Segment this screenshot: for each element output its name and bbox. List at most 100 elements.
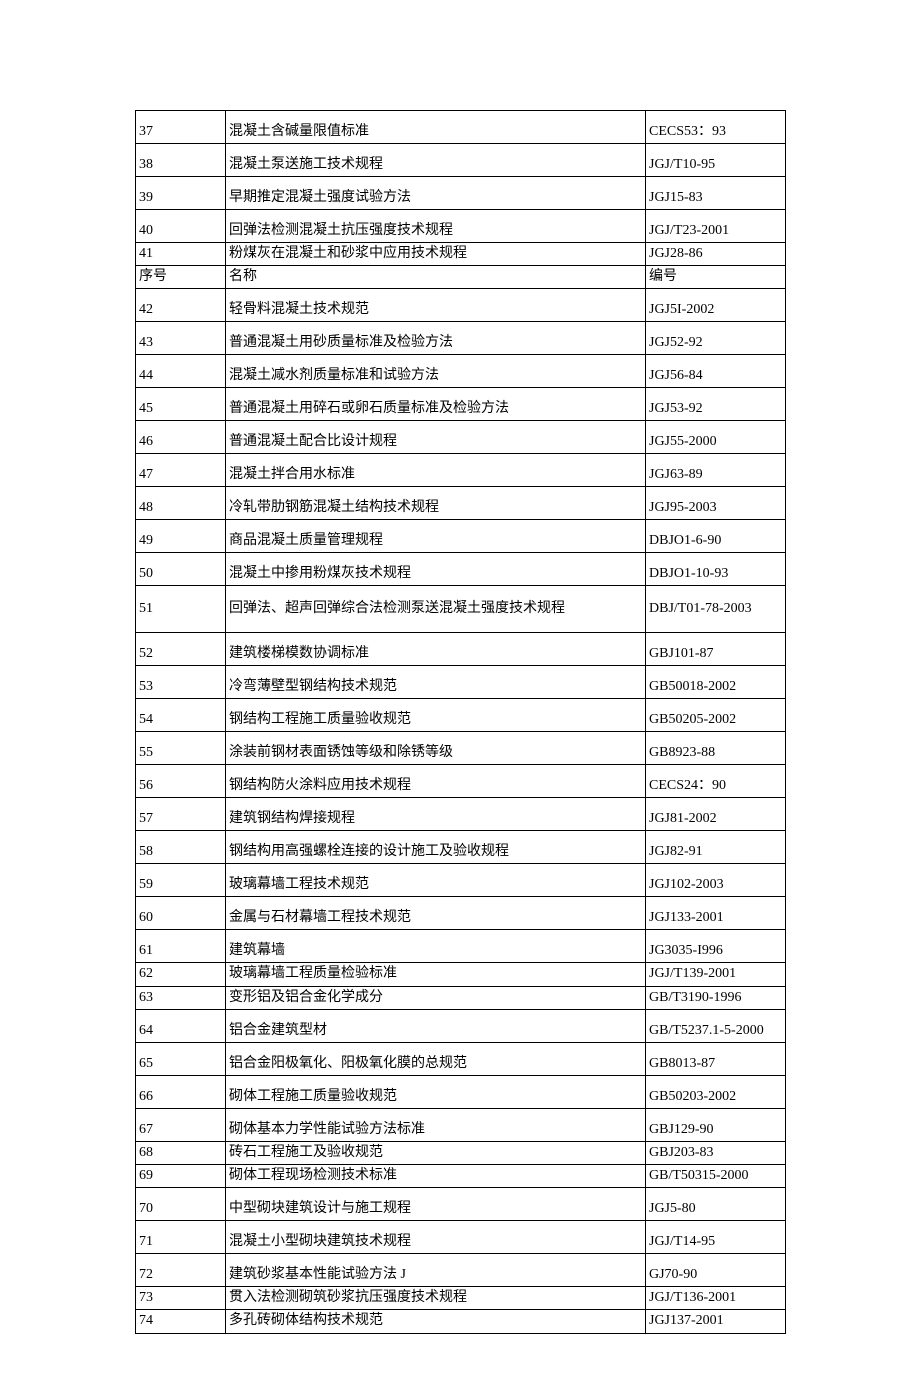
cell-number: 56 bbox=[136, 765, 226, 798]
cell-standard-name: 钢结构工程施工质量验收规范 bbox=[226, 699, 646, 732]
cell-number: 61 bbox=[136, 930, 226, 963]
cell-number: 67 bbox=[136, 1108, 226, 1141]
cell-number: 38 bbox=[136, 144, 226, 177]
cell-code: GB8013-87 bbox=[646, 1042, 786, 1075]
cell-number: 41 bbox=[136, 243, 226, 266]
standards-table: 37混凝土含碱量限值标准CECS53：9338混凝土泵送施工技术规程JGJ/T1… bbox=[135, 110, 786, 1334]
cell-number: 42 bbox=[136, 289, 226, 322]
cell-standard-name: 混凝土小型砌块建筑技术规程 bbox=[226, 1221, 646, 1254]
cell-standard-name: 砌体工程施工质量验收规范 bbox=[226, 1075, 646, 1108]
cell-standard-name: 混凝土中掺用粉煤灰技术规程 bbox=[226, 553, 646, 586]
cell-number: 37 bbox=[136, 111, 226, 144]
cell-standard-name: 玻璃幕墙工程质量检验标准 bbox=[226, 963, 646, 986]
table-row: 49商品混凝土质量管理规程DBJO1-6-90 bbox=[136, 520, 786, 553]
cell-number: 55 bbox=[136, 732, 226, 765]
cell-standard-name: 钢结构防火涂料应用技术规程 bbox=[226, 765, 646, 798]
cell-code: GBJ101-87 bbox=[646, 633, 786, 666]
cell-number: 72 bbox=[136, 1254, 226, 1287]
cell-standard-name: 建筑幕墙 bbox=[226, 930, 646, 963]
cell-standard-name: 涂装前钢材表面锈蚀等级和除锈等级 bbox=[226, 732, 646, 765]
cell-code: JGJ5I-2002 bbox=[646, 289, 786, 322]
table-row: 48冷轧带肋钢筋混凝土结构技术规程JGJ95-2003 bbox=[136, 487, 786, 520]
cell-standard-name: 铝合金阳极氧化、阳极氧化膜的总规范 bbox=[226, 1042, 646, 1075]
cell-standard-name: 变形铝及铝合金化学成分 bbox=[226, 986, 646, 1009]
table-row: 55涂装前钢材表面锈蚀等级和除锈等级GB8923-88 bbox=[136, 732, 786, 765]
cell-code: GBJ129-90 bbox=[646, 1108, 786, 1141]
cell-code: JG3035-I996 bbox=[646, 930, 786, 963]
cell-code: JGJ82-91 bbox=[646, 831, 786, 864]
cell-code: JGJ63-89 bbox=[646, 454, 786, 487]
cell-number: 65 bbox=[136, 1042, 226, 1075]
cell-number: 64 bbox=[136, 1009, 226, 1042]
cell-code: GBJ203-83 bbox=[646, 1141, 786, 1164]
table-row: 74多孔砖砌体结构技术规范JGJ137-2001 bbox=[136, 1310, 786, 1333]
cell-number: 45 bbox=[136, 388, 226, 421]
table-row: 61建筑幕墙JG3035-I996 bbox=[136, 930, 786, 963]
cell-code: DBJO1-10-93 bbox=[646, 553, 786, 586]
table-row: 60金属与石材幕墙工程技术规范JGJ133-2001 bbox=[136, 897, 786, 930]
cell-code: JGJ102-2003 bbox=[646, 864, 786, 897]
table-row: 72建筑砂浆基本性能试验方法 JGJ70-90 bbox=[136, 1254, 786, 1287]
cell-number: 66 bbox=[136, 1075, 226, 1108]
table-row: 40回弹法检测混凝土抗压强度技术规程JGJ/T23-2001 bbox=[136, 210, 786, 243]
table-row: 63变形铝及铝合金化学成分GB/T3190-1996 bbox=[136, 986, 786, 1009]
cell-code: CECS53：93 bbox=[646, 111, 786, 144]
cell-code: JGJ28-86 bbox=[646, 243, 786, 266]
cell-number: 74 bbox=[136, 1310, 226, 1333]
cell-standard-name: 混凝土含碱量限值标准 bbox=[226, 111, 646, 144]
cell-standard-name: 玻璃幕墙工程技术规范 bbox=[226, 864, 646, 897]
cell-standard-name: 砌体工程现场检测技术标准 bbox=[226, 1164, 646, 1187]
cell-number: 47 bbox=[136, 454, 226, 487]
cell-code: JGJ/T10-95 bbox=[646, 144, 786, 177]
table-row: 50混凝土中掺用粉煤灰技术规程DBJO1-10-93 bbox=[136, 553, 786, 586]
page-container: 37混凝土含碱量限值标准CECS53：9338混凝土泵送施工技术规程JGJ/T1… bbox=[0, 0, 920, 1384]
cell-number: 48 bbox=[136, 487, 226, 520]
cell-code: GJ70-90 bbox=[646, 1254, 786, 1287]
cell-code: CECS24：90 bbox=[646, 765, 786, 798]
table-row: 38混凝土泵送施工技术规程JGJ/T10-95 bbox=[136, 144, 786, 177]
table-row: 58钢结构用高强螺栓连接的设计施工及验收规程JGJ82-91 bbox=[136, 831, 786, 864]
table-row: 65铝合金阳极氧化、阳极氧化膜的总规范GB8013-87 bbox=[136, 1042, 786, 1075]
cell-number: 43 bbox=[136, 322, 226, 355]
cell-standard-name: 砖石工程施工及验收规范 bbox=[226, 1141, 646, 1164]
table-row: 67砌体基本力学性能试验方法标准GBJ129-90 bbox=[136, 1108, 786, 1141]
cell-standard-name: 轻骨料混凝土技术规范 bbox=[226, 289, 646, 322]
cell-number: 59 bbox=[136, 864, 226, 897]
cell-number: 49 bbox=[136, 520, 226, 553]
table-row: 45普通混凝土用碎石或卵石质量标准及检验方法JGJ53-92 bbox=[136, 388, 786, 421]
cell-standard-name: 商品混凝土质量管理规程 bbox=[226, 520, 646, 553]
table-row: 68砖石工程施工及验收规范GBJ203-83 bbox=[136, 1141, 786, 1164]
cell-standard-name: 中型砌块建筑设计与施工规程 bbox=[226, 1188, 646, 1221]
cell-standard-name: 早期推定混凝土强度试验方法 bbox=[226, 177, 646, 210]
table-row: 56钢结构防火涂料应用技术规程CECS24：90 bbox=[136, 765, 786, 798]
cell-standard-name: 冷弯薄壁型钢结构技术规范 bbox=[226, 666, 646, 699]
cell-standard-name: 混凝土泵送施工技术规程 bbox=[226, 144, 646, 177]
cell-standard-name: 建筑楼梯模数协调标准 bbox=[226, 633, 646, 666]
cell-number: 44 bbox=[136, 355, 226, 388]
cell-number: 50 bbox=[136, 553, 226, 586]
cell-standard-name: 钢结构用高强螺栓连接的设计施工及验收规程 bbox=[226, 831, 646, 864]
table-row: 54钢结构工程施工质量验收规范GB50205-2002 bbox=[136, 699, 786, 732]
cell-standard-name: 普通混凝土用砂质量标准及检验方法 bbox=[226, 322, 646, 355]
table-row: 47混凝土拌合用水标准JGJ63-89 bbox=[136, 454, 786, 487]
table-row: 62玻璃幕墙工程质量检验标准JGJ/T139-2001 bbox=[136, 963, 786, 986]
cell-number: 57 bbox=[136, 798, 226, 831]
cell-code: GB50018-2002 bbox=[646, 666, 786, 699]
table-row: 69砌体工程现场检测技术标准GB/T50315-2000 bbox=[136, 1164, 786, 1187]
cell-standard-name: 回弹法检测混凝土抗压强度技术规程 bbox=[226, 210, 646, 243]
cell-standard-name: 名称 bbox=[226, 266, 646, 289]
cell-standard-name: 砌体基本力学性能试验方法标准 bbox=[226, 1108, 646, 1141]
table-row: 37混凝土含碱量限值标准CECS53：93 bbox=[136, 111, 786, 144]
cell-code: GB/T50315-2000 bbox=[646, 1164, 786, 1187]
cell-number: 53 bbox=[136, 666, 226, 699]
cell-code: JGJ52-92 bbox=[646, 322, 786, 355]
cell-standard-name: 贯入法检测砌筑砂浆抗压强度技术规程 bbox=[226, 1287, 646, 1310]
table-body: 37混凝土含碱量限值标准CECS53：9338混凝土泵送施工技术规程JGJ/T1… bbox=[136, 111, 786, 1334]
table-row: 73贯入法检测砌筑砂浆抗压强度技术规程JGJ/T136-2001 bbox=[136, 1287, 786, 1310]
table-row: 39早期推定混凝土强度试验方法JGJ15-83 bbox=[136, 177, 786, 210]
cell-code: JGJ/T136-2001 bbox=[646, 1287, 786, 1310]
table-row: 42轻骨料混凝土技术规范JGJ5I-2002 bbox=[136, 289, 786, 322]
cell-standard-name: 普通混凝土配合比设计规程 bbox=[226, 421, 646, 454]
cell-code: GB/T5237.1-5-2000 bbox=[646, 1009, 786, 1042]
table-row: 52建筑楼梯模数协调标准GBJ101-87 bbox=[136, 633, 786, 666]
